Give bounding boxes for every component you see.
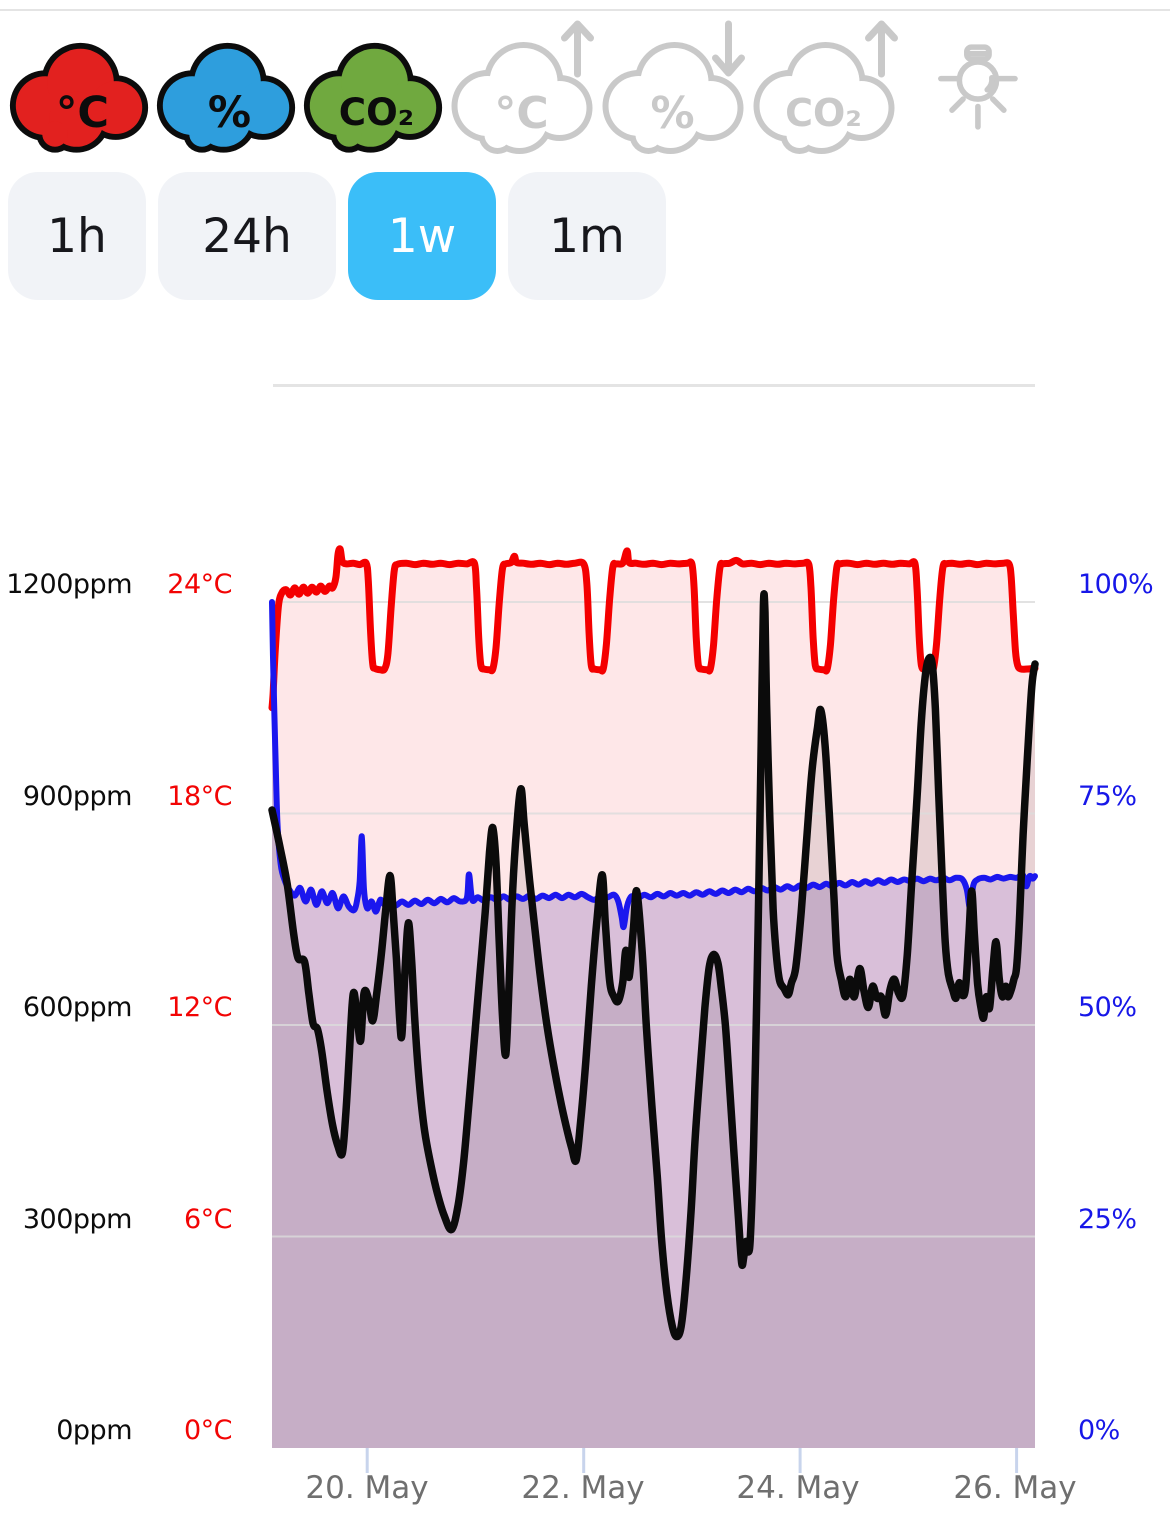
cloud-inner [608, 48, 738, 148]
yaxis-temp-24: 24°C [167, 569, 232, 600]
range-button-1h[interactable]: 1h [8, 172, 146, 300]
temperature-cloud-icon[interactable]: °C [6, 16, 153, 158]
yaxis-pct-50: 50% [1078, 992, 1137, 1023]
co2-label: CO₂ [339, 90, 414, 134]
yaxis-ppm-900: 900ppm [22, 781, 133, 812]
yaxis-pct-75: 75% [1078, 781, 1137, 812]
chart-divider [273, 384, 1035, 387]
humidity-cloud-icon[interactable]: % [153, 16, 300, 158]
yaxis-temp-6: 6°C [183, 1204, 233, 1235]
humidity-min-label: % [650, 88, 694, 139]
lightbulb-icon[interactable] [926, 16, 1028, 158]
humidity-label: % [208, 88, 251, 138]
range-button-1w[interactable]: 1w [348, 172, 496, 300]
bulb-ray-down-right [989, 96, 1007, 113]
yaxis-temp-18: 18°C [167, 781, 232, 812]
yaxis-ppm-0: 0ppm [56, 1415, 132, 1446]
yaxis-pct-100: 100% [1078, 569, 1154, 600]
time-range-selector: 1h 24h 1w 1m [8, 172, 666, 300]
yaxis-temp-0: 0°C [183, 1415, 233, 1446]
cloud-fill [309, 48, 437, 147]
co2-max-label: CO₂ [785, 91, 862, 135]
top-divider [0, 9, 1170, 11]
humidity-min-cloud-icon[interactable]: % [598, 16, 749, 158]
yaxis-ppm-1200: 1200ppm [6, 569, 132, 600]
xaxis-label-26-may: 26. May [953, 1470, 1077, 1506]
yaxis-pct-0: 0% [1078, 1415, 1120, 1446]
arrow-up-icon [865, 20, 898, 78]
cloud-inner [457, 48, 587, 148]
co2-line [268, 590, 1039, 1341]
xaxis-label-20-may: 20. May [305, 1470, 429, 1506]
xaxis-label-24-may: 24. May [736, 1470, 860, 1506]
temperature-label: °C [56, 88, 109, 138]
cloud-inner [759, 48, 889, 148]
cloud-fill [162, 48, 290, 147]
arrow-up-icon [561, 20, 594, 78]
yaxis-ppm-600: 600ppm [22, 992, 133, 1023]
yaxis-pct-25: 25% [1078, 1204, 1137, 1235]
temperature-max-label: °C [494, 88, 548, 139]
yaxis-temp-12: 12°C [167, 992, 232, 1023]
cloud-fill [15, 48, 143, 147]
sensor-toolbar: °C % CO₂ °C [6, 16, 1028, 158]
co2-cloud-icon[interactable]: CO₂ [300, 16, 447, 158]
bulb-ray-down-left [949, 96, 966, 113]
xaxis-label-22-may: 22. May [521, 1470, 645, 1506]
temperature-max-cloud-icon[interactable]: °C [447, 16, 598, 158]
bulb-highlight [984, 74, 995, 93]
range-button-1m[interactable]: 1m [508, 172, 666, 300]
temperature-area [272, 548, 1035, 1448]
co2-max-cloud-icon[interactable]: CO₂ [749, 16, 900, 158]
co2-area [272, 593, 1035, 1448]
arrow-down-icon [712, 20, 745, 77]
temperature-line [268, 545, 1039, 712]
yaxis-ppm-300: 300ppm [22, 1204, 133, 1235]
range-button-24h[interactable]: 24h [158, 172, 336, 300]
